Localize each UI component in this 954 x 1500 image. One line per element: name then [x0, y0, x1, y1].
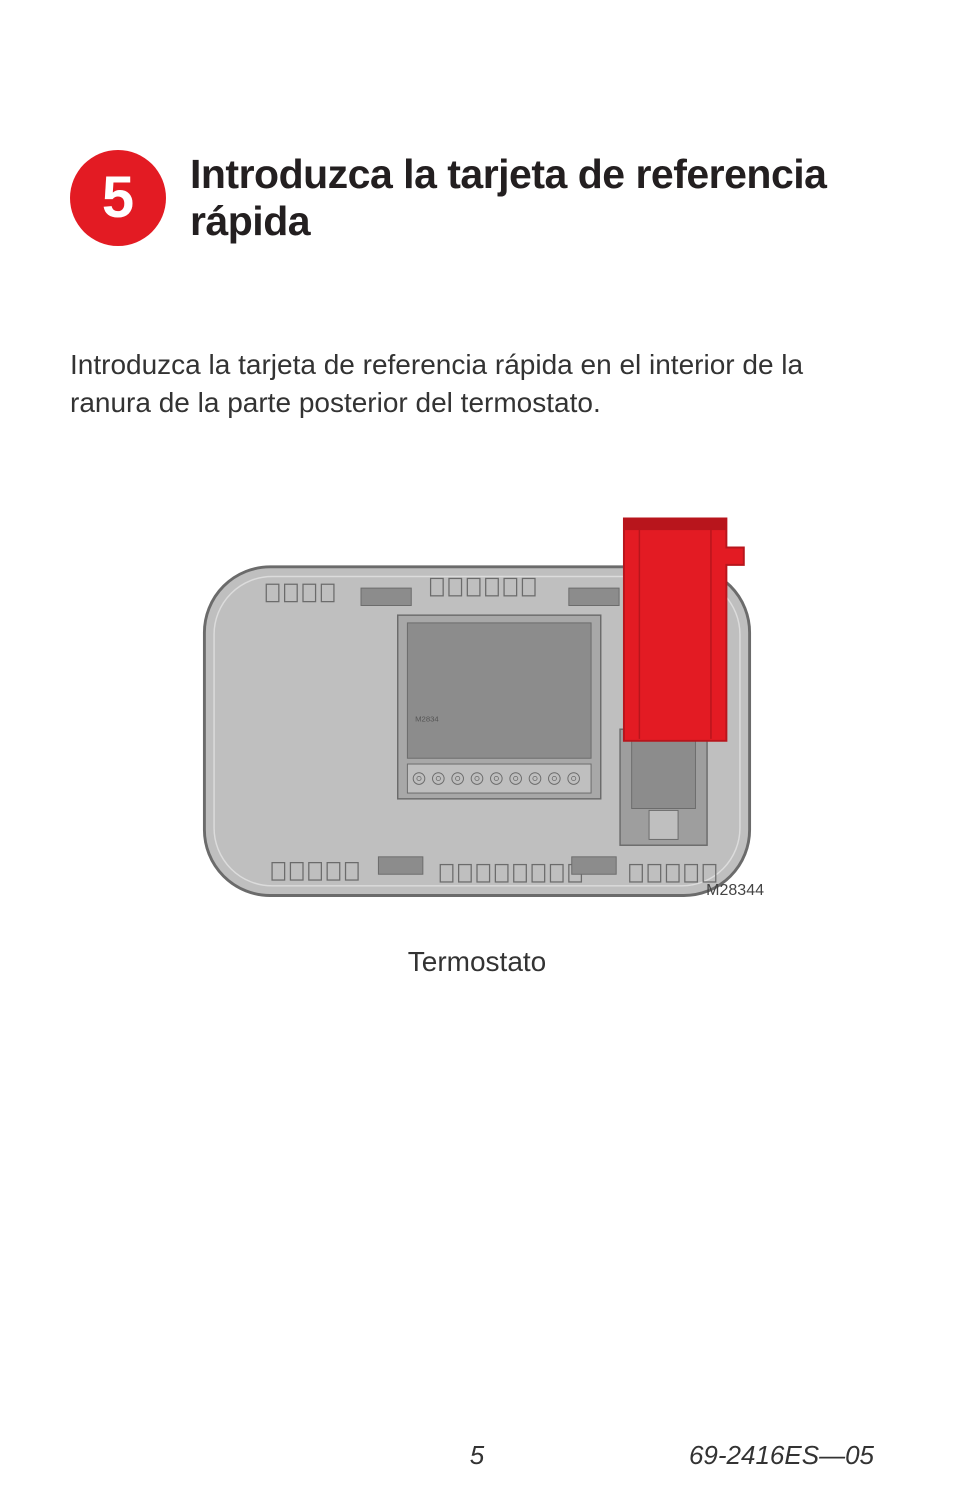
step-number: 5 — [102, 169, 134, 227]
step-title: Introduzca la tarjeta de referencia rápi… — [190, 151, 884, 245]
document-number: 69-2416ES—05 — [689, 1440, 874, 1471]
step-header: 5 Introduzca la tarjeta de referencia rá… — [70, 0, 884, 246]
figure: M2834 Termostato — [70, 492, 884, 978]
thermostat-diagram: M2834 — [187, 492, 767, 922]
step-badge: 5 — [70, 150, 166, 246]
figure-part-code: M28344 — [706, 882, 764, 900]
page: 5 Introduzca la tarjeta de referencia rá… — [0, 0, 954, 1500]
instruction-text: Introduzca la tarjeta de referencia rápi… — [70, 346, 884, 422]
svg-text:M2834: M2834 — [415, 714, 439, 723]
figure-caption: Termostato — [408, 946, 547, 978]
page-number: 5 — [470, 1440, 484, 1471]
